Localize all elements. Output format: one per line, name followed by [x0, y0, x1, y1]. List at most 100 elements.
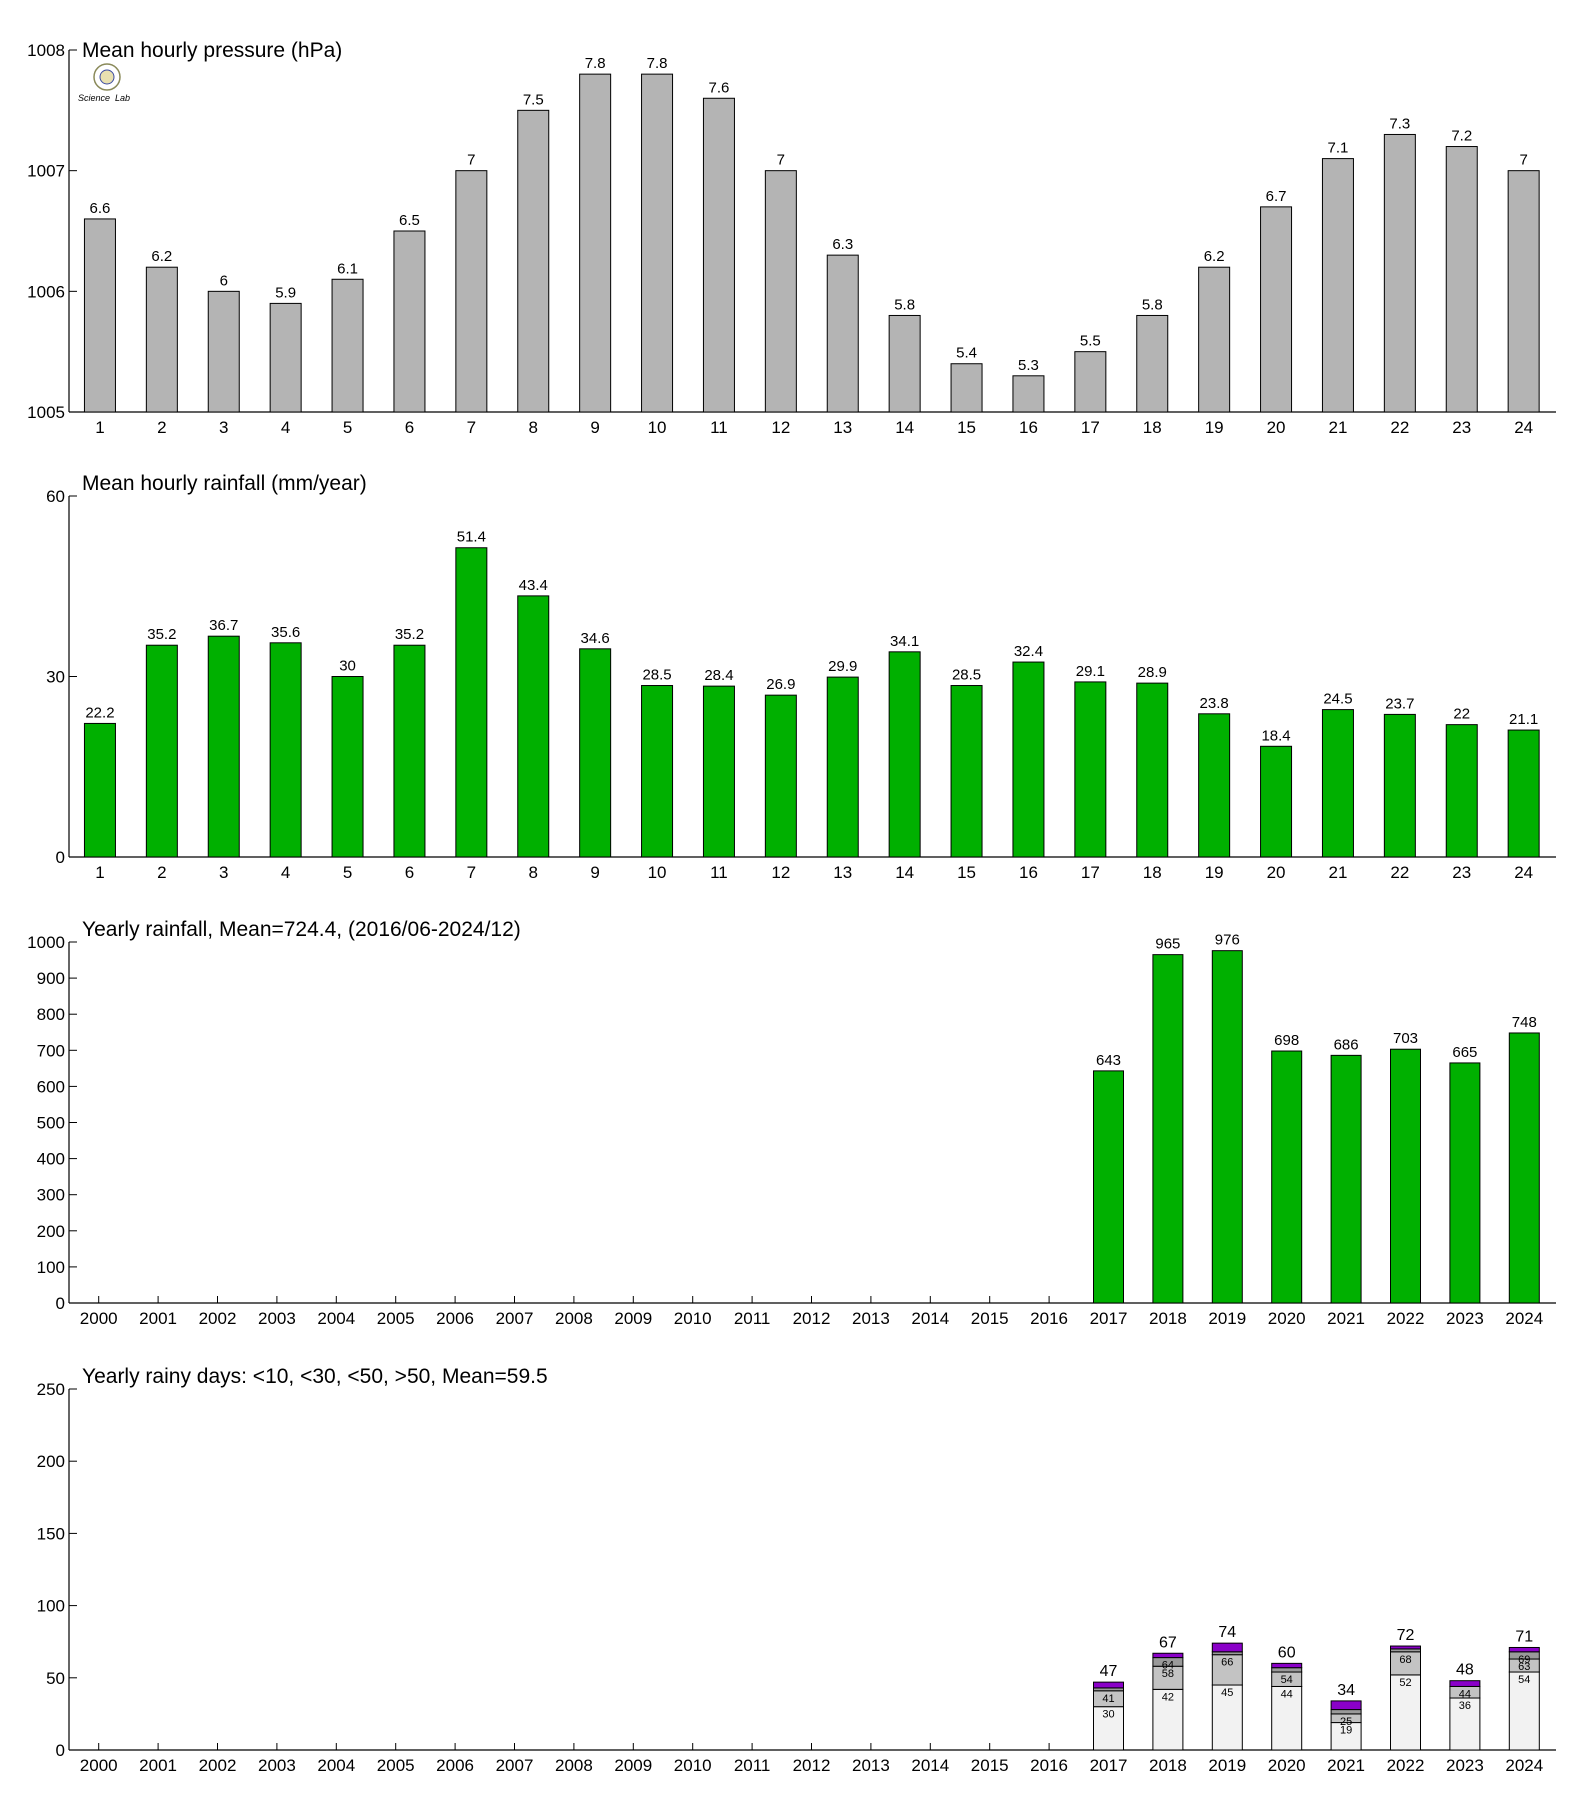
- data-label: 48: [1456, 1662, 1474, 1679]
- bar: [269, 642, 302, 858]
- bar: [764, 694, 797, 858]
- stack-segment: [1271, 1662, 1303, 1669]
- x-tick-label: 2005: [377, 1756, 415, 1775]
- x-tick-label: 2009: [614, 1756, 652, 1775]
- data-label: 22.2: [85, 704, 114, 721]
- x-tick-label: 2007: [496, 1756, 534, 1775]
- data-label: 28.9: [1138, 664, 1167, 681]
- x-tick-label: 2008: [555, 1756, 593, 1775]
- x-tick-label: 2014: [911, 1309, 949, 1328]
- data-label: 32.4: [1014, 643, 1043, 660]
- x-tick-label: 2024: [1505, 1309, 1543, 1328]
- data-label: 51.4: [457, 529, 486, 546]
- data-label: 6.2: [1204, 248, 1225, 265]
- x-tick-label: 7: [467, 418, 476, 437]
- x-tick-label: 6: [405, 863, 414, 882]
- x-tick-label: 2008: [555, 1309, 593, 1328]
- x-tick-label: 19: [1205, 418, 1224, 437]
- x-tick-label: 17: [1081, 863, 1100, 882]
- y-tick-label: 1008: [27, 41, 65, 60]
- bar: [1136, 682, 1169, 858]
- x-tick-label: 2: [157, 863, 166, 882]
- x-tick-label: 16: [1019, 418, 1038, 437]
- data-label: 74: [1218, 1624, 1236, 1641]
- x-tick-label: 1: [95, 418, 104, 437]
- x-tick-label: 2018: [1149, 1756, 1187, 1775]
- data-label: 34.6: [581, 630, 610, 647]
- data-label: 26.9: [766, 676, 795, 693]
- data-label: 5.5: [1080, 333, 1101, 350]
- data-label: 23.7: [1385, 695, 1414, 712]
- data-label: 5.9: [275, 284, 296, 301]
- bar: [517, 109, 550, 413]
- data-label: 21.1: [1509, 711, 1538, 728]
- x-tick-label: 2002: [199, 1309, 237, 1328]
- x-tick-label: 2005: [377, 1309, 415, 1328]
- bar: [1198, 713, 1231, 858]
- x-tick-label: 2017: [1090, 1756, 1128, 1775]
- data-label: 6: [220, 272, 228, 289]
- bar: [1507, 729, 1540, 858]
- x-tick-label: 2010: [674, 1756, 712, 1775]
- x-tick-label: 15: [957, 863, 976, 882]
- x-tick-label: 21: [1328, 863, 1347, 882]
- y-tick-label: 250: [37, 1380, 65, 1399]
- data-label: 7.1: [1328, 140, 1349, 157]
- bar: [331, 278, 364, 413]
- x-tick-label: 2012: [793, 1756, 831, 1775]
- segment-label: 69: [1518, 1654, 1530, 1666]
- x-tick-label: 8: [529, 418, 538, 437]
- y-tick-label: 700: [37, 1041, 65, 1060]
- y-tick-label: 600: [37, 1077, 65, 1096]
- bar: [702, 685, 735, 858]
- data-label: 67: [1159, 1634, 1177, 1651]
- x-tick-label: 11: [710, 418, 728, 437]
- stack-segment: [1211, 1642, 1243, 1653]
- logo-text: Science: [78, 93, 110, 103]
- stack-segment: [1152, 1688, 1184, 1751]
- data-label: 643: [1096, 1052, 1121, 1069]
- x-tick-label: 14: [895, 863, 914, 882]
- x-tick-label: 13: [833, 418, 852, 437]
- x-tick-label: 18: [1143, 418, 1162, 437]
- bar: [145, 266, 178, 413]
- x-tick-label: 19: [1205, 863, 1224, 882]
- stack-segment: [1271, 1667, 1303, 1673]
- data-label: 29.9: [828, 658, 857, 675]
- x-tick-label: 2006: [436, 1756, 474, 1775]
- y-tick-label: 300: [37, 1186, 65, 1205]
- segment-label: 25: [1340, 1716, 1352, 1728]
- segment-label: 66: [1221, 1657, 1233, 1669]
- bar: [1321, 158, 1354, 413]
- stack-segment: [1449, 1680, 1481, 1687]
- x-tick-label: 2022: [1387, 1756, 1425, 1775]
- data-label: 7.6: [709, 79, 730, 96]
- stack-segment: [1390, 1674, 1421, 1751]
- x-tick-label: 2009: [614, 1309, 652, 1328]
- bar: [888, 314, 921, 413]
- bar: [1136, 314, 1169, 413]
- data-label: 29.1: [1076, 663, 1105, 680]
- rainy-days-title: Yearly rainy days: <10, <30, <50, >50, M…: [82, 1365, 548, 1388]
- y-tick-label: 900: [37, 969, 65, 988]
- segment-label: 68: [1399, 1654, 1411, 1666]
- bar: [641, 73, 674, 413]
- data-label: 6.7: [1266, 188, 1287, 205]
- data-label: 6.1: [337, 260, 358, 277]
- x-tick-label: 20: [1267, 418, 1286, 437]
- data-label: 686: [1334, 1036, 1359, 1053]
- data-label: 34.1: [890, 633, 919, 650]
- x-tick-label: 22: [1390, 863, 1409, 882]
- x-tick-label: 9: [590, 863, 599, 882]
- x-tick-label: 2018: [1149, 1309, 1187, 1328]
- data-label: 6.6: [90, 200, 111, 217]
- stack-segment: [1390, 1645, 1421, 1650]
- data-label: 18.4: [1261, 727, 1290, 744]
- x-tick-label: 17: [1081, 418, 1100, 437]
- bar: [702, 97, 735, 413]
- stack-segment: [1093, 1681, 1124, 1689]
- data-label: 976: [1215, 932, 1240, 949]
- data-label: 60: [1278, 1644, 1296, 1661]
- x-tick-label: 2007: [496, 1309, 534, 1328]
- data-label: 72: [1397, 1627, 1415, 1644]
